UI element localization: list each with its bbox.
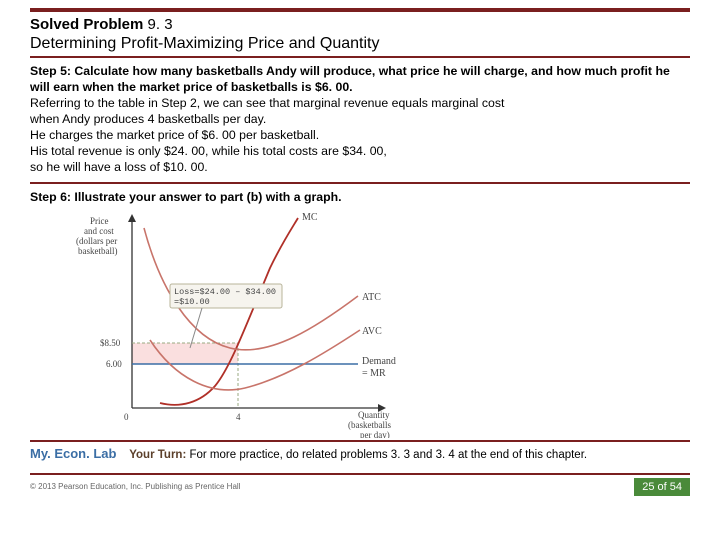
demand-label2: = MR	[362, 368, 386, 379]
step5-intro: Step 5: Calculate how many basketballs A…	[30, 64, 670, 94]
solved-prefix: Solved Problem	[30, 16, 143, 33]
origin-label: 0	[124, 412, 129, 422]
mid-rule	[30, 182, 690, 184]
yourturn-rule	[30, 440, 690, 442]
avc-label: AVC	[362, 326, 382, 337]
xtick-4: 4	[236, 412, 241, 422]
loss-callout-leader	[190, 308, 202, 348]
step5-l3: He charges the market price of $6. 00 pe…	[30, 128, 319, 142]
step5-l5: so he will have a loss of $10. 00.	[30, 160, 208, 174]
myeconlab-brand: My. Econ. Lab	[30, 446, 116, 461]
solved-num: 9. 3	[143, 16, 172, 33]
yourturn-line: My. Econ. Lab Your Turn: For more practi…	[30, 446, 690, 461]
step5-l1: Referring to the table in Step 2, we can…	[30, 96, 504, 110]
y-label-1: Price	[90, 216, 109, 226]
solved-problem-line: Solved Problem 9. 3	[30, 16, 690, 33]
y-label-4: basketball)	[78, 246, 118, 256]
demand-label1: Demand	[362, 356, 396, 367]
page-number-badge: 25 of 54	[634, 478, 690, 496]
loss-callout-l1: Loss=$24.00 – $34.00	[174, 287, 276, 297]
step6-text: Step 6: Illustrate your answer to part (…	[30, 190, 690, 204]
page-subtitle: Determining Profit-Maximizing Price and …	[30, 35, 690, 58]
yourturn-rest: For more practice, do related problems 3…	[186, 449, 587, 461]
loss-callout-l2: =$10.00	[174, 297, 210, 307]
economics-graph: Loss=$24.00 – $34.00 =$10.00 Price and c…	[60, 208, 430, 438]
yourturn-label: Your Turn:	[129, 449, 186, 461]
x-label-2: (basketballs	[348, 420, 391, 430]
y-axis-arrow	[128, 214, 136, 222]
ytick-600: 6.00	[106, 359, 122, 369]
graph-svg: Loss=$24.00 – $34.00 =$10.00 Price and c…	[60, 208, 430, 438]
x-label-1: Quantity	[358, 410, 390, 420]
copyright-text: © 2013 Pearson Education, Inc. Publishin…	[30, 482, 240, 491]
ytick-850: $8.50	[100, 338, 121, 348]
mc-label: MC	[302, 212, 318, 223]
atc-label: ATC	[362, 292, 381, 303]
y-label-2: and cost	[84, 226, 114, 236]
y-label-3: (dollars per	[76, 236, 117, 246]
top-rule	[30, 8, 690, 12]
step5-text: Step 5: Calculate how many basketballs A…	[30, 64, 690, 176]
x-label-3: per day)	[360, 430, 390, 438]
footer-rule	[30, 473, 690, 475]
footer: © 2013 Pearson Education, Inc. Publishin…	[30, 478, 690, 496]
step5-l2: when Andy produces 4 basketballs per day…	[30, 112, 266, 126]
header-block: Solved Problem 9. 3 Determining Profit-M…	[30, 16, 690, 58]
step5-l4: His total revenue is only $24. 00, while…	[30, 144, 387, 158]
